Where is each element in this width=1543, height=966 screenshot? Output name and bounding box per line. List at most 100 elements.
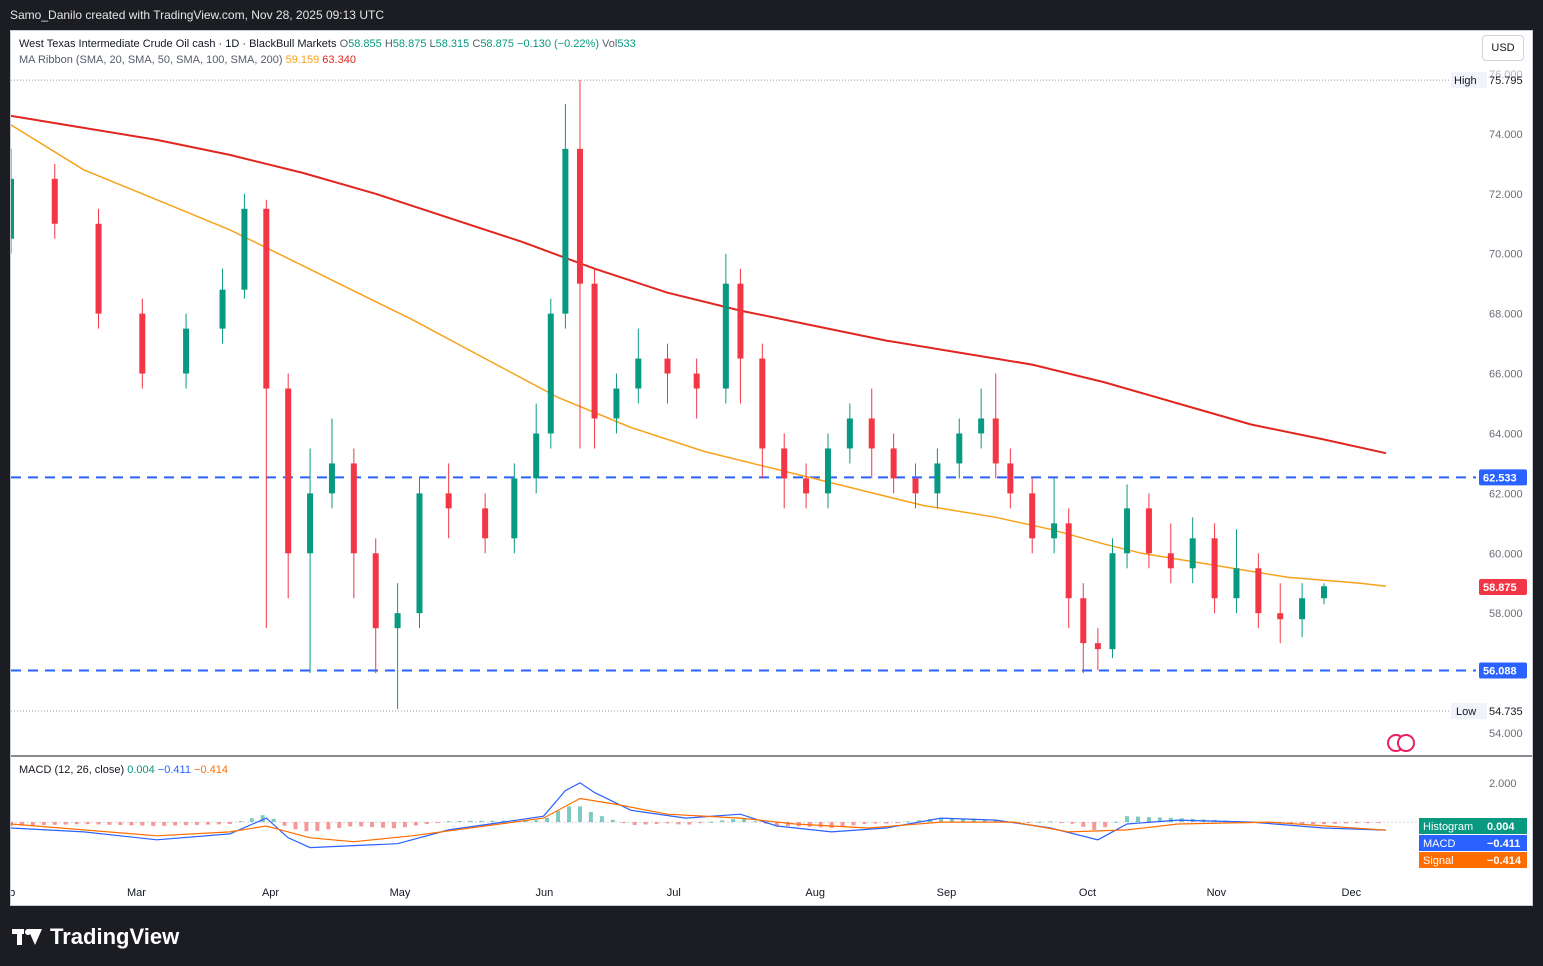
candle-body[interactable] — [533, 433, 540, 479]
candle-body[interactable] — [1094, 643, 1101, 650]
candle-body[interactable] — [285, 388, 292, 554]
macd-line[interactable] — [11, 782, 1387, 849]
candle-body[interactable] — [183, 328, 190, 374]
macd-histogram-bar — [556, 810, 561, 823]
candle-body[interactable] — [781, 448, 788, 479]
us-flag-icon[interactable] — [1397, 734, 1415, 752]
tradingview-logo[interactable]: TradingView — [12, 924, 179, 950]
macd-histogram-bar — [949, 818, 954, 823]
candle-body[interactable] — [1029, 493, 1036, 539]
candle-body[interactable] — [803, 478, 810, 494]
macd-histogram-bar — [862, 822, 867, 824]
candle-body[interactable] — [890, 448, 897, 479]
price-chart[interactable]: 54.00056.00058.00060.00062.00064.00066.0… — [11, 31, 1532, 905]
candle-body[interactable] — [219, 289, 226, 329]
x-tick-label: Nov — [1207, 887, 1227, 899]
macd-histogram-bar — [534, 820, 539, 823]
candle-body[interactable] — [693, 373, 700, 389]
candle-body[interactable] — [372, 553, 379, 629]
chart-panel: 54.00056.00058.00060.00062.00064.00066.0… — [10, 30, 1533, 906]
candle-body[interactable] — [576, 148, 583, 284]
macd-histogram-bar — [151, 822, 156, 826]
candle-body[interactable] — [591, 283, 598, 419]
candle-body[interactable] — [139, 313, 146, 374]
candle-body[interactable] — [1145, 508, 1152, 554]
candle-body[interactable] — [562, 148, 569, 314]
candle-body[interactable] — [992, 418, 999, 464]
macd-histogram-bar — [446, 821, 451, 823]
candle-body[interactable] — [1233, 568, 1240, 599]
candle-body[interactable] — [846, 418, 853, 449]
candle-body[interactable] — [1320, 586, 1327, 599]
candle-body[interactable] — [759, 358, 766, 449]
macd-histogram-bar — [315, 822, 320, 831]
candle-body[interactable] — [1051, 523, 1058, 539]
candle-body[interactable] — [868, 418, 875, 449]
ma20-line[interactable] — [11, 124, 1387, 587]
candle-body[interactable] — [350, 463, 357, 554]
candle-body[interactable] — [1065, 523, 1072, 599]
candle-body[interactable] — [824, 448, 831, 494]
candle-body[interactable] — [547, 313, 554, 434]
candle-body[interactable] — [1299, 598, 1306, 620]
x-tick-label: Jul — [667, 887, 681, 899]
candle-body[interactable] — [445, 493, 452, 509]
macd-histogram-bar — [851, 822, 856, 826]
macd-histogram-bar — [1135, 816, 1140, 823]
candle-body[interactable] — [1189, 538, 1196, 569]
macd-histogram-bar — [993, 820, 998, 823]
candle-body[interactable] — [51, 178, 58, 224]
candle-body[interactable] — [956, 433, 963, 464]
candle-body[interactable] — [722, 283, 729, 389]
candle-body[interactable] — [482, 508, 489, 539]
candle-body[interactable] — [912, 478, 919, 494]
candle-body[interactable] — [934, 463, 941, 494]
candle-body[interactable] — [1167, 553, 1174, 569]
candle-body[interactable] — [394, 613, 401, 629]
macd-histogram-bar — [588, 811, 593, 823]
macd-histogram-bar — [74, 822, 79, 825]
candle-body[interactable] — [664, 358, 671, 374]
candle-body[interactable] — [978, 418, 985, 434]
candle-body[interactable] — [511, 478, 518, 539]
ma-ribbon-label[interactable]: MA Ribbon (SMA, 20, SMA, 50, SMA, 100, S… — [19, 54, 283, 66]
level-price-tag — [1479, 662, 1527, 679]
macd-histogram-bar — [982, 819, 987, 823]
macd-histogram-bar — [490, 820, 495, 823]
candle-body[interactable] — [307, 493, 314, 554]
candle-body[interactable] — [635, 358, 642, 389]
macd-histogram-bar — [63, 822, 68, 825]
candle-body[interactable] — [1277, 613, 1284, 620]
chart-caption: Samo_Danilo created with TradingView.com… — [10, 8, 384, 22]
macd-histogram-bar — [337, 822, 342, 828]
ma200-value: 63.340 — [322, 54, 356, 66]
candle-body[interactable] — [11, 178, 14, 239]
macd-histogram-bar — [195, 822, 200, 825]
candle-body[interactable] — [1007, 463, 1014, 494]
macd-histogram-bar — [479, 820, 484, 823]
macd-label[interactable]: MACD (12, 26, close) — [19, 764, 125, 776]
candle-body[interactable] — [737, 283, 744, 359]
macd-histogram-bar — [249, 818, 254, 823]
currency-button[interactable]: USD — [1482, 35, 1524, 61]
candle-body[interactable] — [1080, 598, 1087, 644]
candle-body[interactable] — [328, 463, 335, 494]
y-tick-label: 58.000 — [1489, 608, 1523, 620]
candle-body[interactable] — [416, 493, 423, 614]
volume-label: Vol — [602, 38, 618, 50]
signal-line[interactable] — [11, 797, 1387, 843]
y-tick-label: 74.000 — [1489, 129, 1523, 141]
candle-body[interactable] — [613, 388, 620, 419]
symbol-name[interactable]: West Texas Intermediate Crude Oil cash ·… — [19, 38, 337, 50]
candle-body[interactable] — [241, 208, 248, 290]
candle-body[interactable] — [1109, 553, 1116, 650]
candle-body[interactable] — [1211, 538, 1218, 599]
macd-histogram-bar — [184, 822, 189, 826]
candle-body[interactable] — [95, 223, 102, 314]
macd-histogram-bar — [173, 822, 178, 826]
ma200-line[interactable] — [11, 114, 1387, 455]
y-tick-label: 70.000 — [1489, 249, 1523, 261]
candle-body[interactable] — [1124, 508, 1131, 554]
candle-body[interactable] — [1255, 568, 1262, 614]
candle-body[interactable] — [263, 208, 270, 389]
